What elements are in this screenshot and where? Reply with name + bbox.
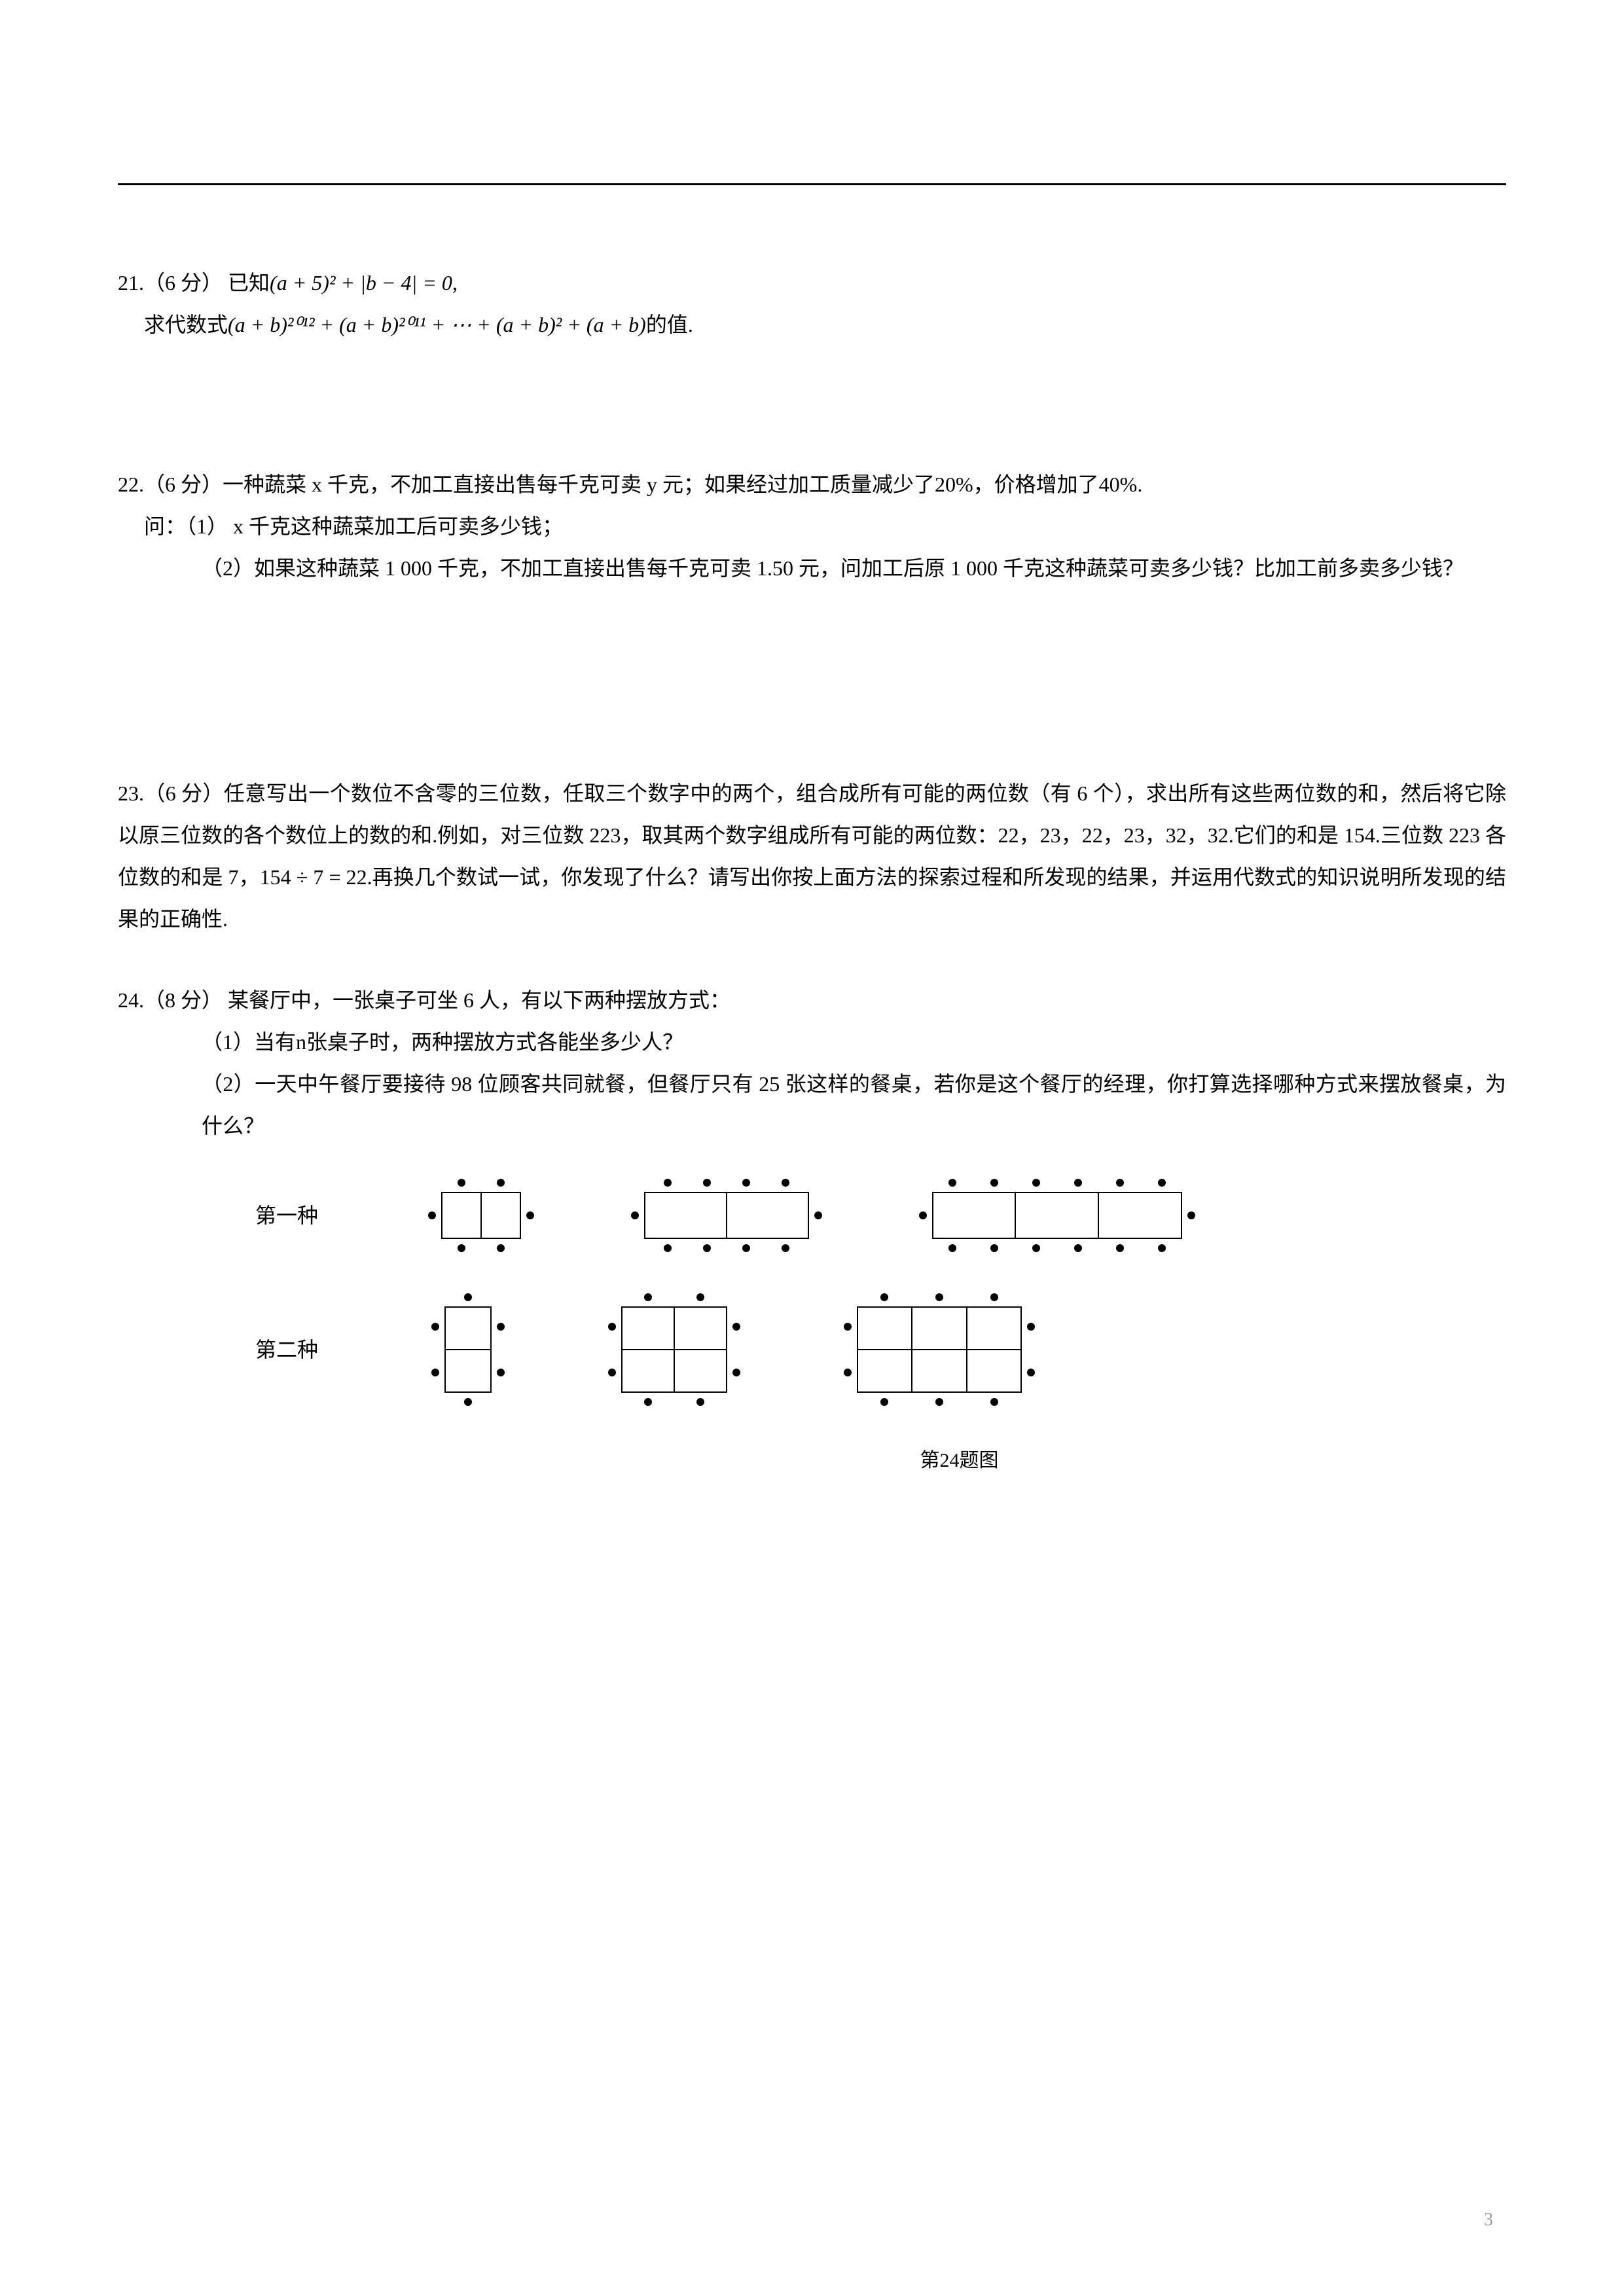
text-prefix: 已知 [228,271,270,295]
problem-points: （8 分） [144,988,223,1012]
math-expr: (a + b)²⁰¹² + (a + b)²⁰¹¹ + ⋯ + (a + b)²… [228,313,646,336]
q-label: 问： [144,514,186,538]
problem-24-sub2: （2）一天中午餐厅要接待 98 位顾客共同就餐，但餐厅只有 25 张这样的餐桌，… [118,1063,1506,1147]
problem-22-sub1: 问：（1） x 千克这种蔬菜加工后可卖多少钱； [118,505,1506,547]
problem-number: 21. [118,271,144,295]
sub-text: （1）当有n张桌子时，两种摆放方式各能坐多少人？ [202,1030,683,1054]
problem-21-line2: 求代数式(a + b)²⁰¹² + (a + b)²⁰¹¹ + ⋯ + (a +… [118,304,1506,346]
page-number: 3 [1484,2210,1493,2231]
intro-text: 某餐厅中，一张桌子可坐 6 人，有以下两种摆放方式： [223,988,731,1012]
figure-row-1: 第一种 [255,1173,1506,1258]
vert-table-1 [425,1291,511,1408]
problem-points: （6 分） [144,473,223,496]
problem-24-intro: 24.（8 分） 某餐厅中，一张桌子可坐 6 人，有以下两种摆放方式： [118,979,1506,1021]
vert-table-3 [838,1291,1041,1408]
sub-text: （2）一天中午餐厅要接待 98 位顾客共同就餐，但餐厅只有 25 张这样的餐桌，… [202,1072,1506,1138]
vert-table-2 [602,1291,746,1408]
figure-caption: 第24题图 [255,1441,1506,1480]
row1-label: 第一种 [255,1194,334,1236]
problem-24: 24.（8 分） 某餐厅中，一张桌子可坐 6 人，有以下两种摆放方式： （1）当… [118,979,1506,1480]
horiz-table-3 [916,1173,1198,1258]
horiz-table-1 [425,1173,537,1258]
problem-24-sub1: （1）当有n张桌子时，两种摆放方式各能坐多少人？ [118,1021,1506,1063]
problem-number: 23. [118,781,144,805]
math-expr: (a + 5)² + |b − 4| = 0, [270,271,458,295]
row2-label: 第二种 [255,1329,334,1371]
problem-22: 22.（6 分）一种蔬菜 x 千克，不加工直接出售每千克可卖 y 元；如果经过加… [118,463,1506,589]
problem-points: （6 分） [144,271,223,295]
figure-24: 第一种 [118,1173,1506,1480]
sub-text: （2）如果这种蔬菜 1 000 千克，不加工直接出售每千克可卖 1.50 元，问… [202,556,1464,580]
page-content: 21.（6 分） 已知(a + 5)² + |b − 4| = 0, 求代数式(… [118,262,1506,1480]
problem-21-line1: 21.（6 分） 已知(a + 5)² + |b − 4| = 0, [118,262,1506,304]
horiz-table-2 [628,1173,825,1258]
intro-text: 一种蔬菜 x 千克，不加工直接出售每千克可卖 y 元；如果经过加工质量减少了20… [223,473,1142,496]
problem-22-intro: 22.（6 分）一种蔬菜 x 千克，不加工直接出售每千克可卖 y 元；如果经过加… [118,463,1506,505]
problem-number: 22. [118,473,144,496]
text-prefix: 求代数式 [144,313,228,336]
figure-row-2: 第二种 [255,1291,1506,1408]
problem-22-sub2: （2）如果这种蔬菜 1 000 千克，不加工直接出售每千克可卖 1.50 元，问… [118,547,1506,589]
body-text: 任意写出一个数位不含零的三位数，任取三个数字中的两个，组合成所有可能的两位数（有… [118,781,1506,931]
problem-23-text: 23.（6 分）任意写出一个数位不含零的三位数，任取三个数字中的两个，组合成所有… [118,772,1506,940]
problem-21: 21.（6 分） 已知(a + 5)² + |b − 4| = 0, 求代数式(… [118,262,1506,346]
header-rule [118,183,1506,185]
problem-number: 24. [118,988,144,1012]
sub-text: （1） x 千克这种蔬菜加工后可卖多少钱； [186,514,563,538]
text-suffix: 的值. [646,313,693,336]
problem-23: 23.（6 分）任意写出一个数位不含零的三位数，任取三个数字中的两个，组合成所有… [118,772,1506,940]
problem-points: （6 分） [144,781,224,805]
